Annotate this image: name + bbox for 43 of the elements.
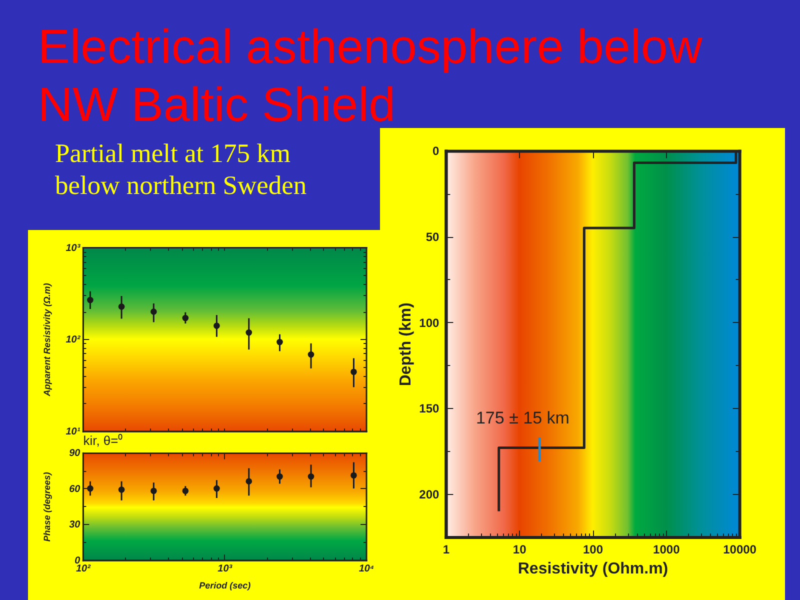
point	[276, 473, 283, 480]
point	[246, 329, 252, 336]
annotation: 175 ± 15 km	[476, 408, 570, 428]
y-tick-label: 50	[426, 230, 440, 244]
point	[182, 314, 189, 322]
x-tick-label: 10	[512, 542, 527, 556]
x-tick-label: 10⁴	[358, 564, 374, 574]
x-tick-label: 100	[582, 542, 604, 556]
y-tick-label: 10³	[66, 242, 81, 254]
point	[246, 478, 252, 484]
point	[150, 488, 157, 494]
y-axis-title: Depth (km)	[398, 302, 414, 386]
y-axis-title: Apparent Resistivity (Ω.m)	[42, 283, 52, 398]
point	[150, 308, 157, 315]
text: kir, θ=⁰	[83, 433, 124, 448]
y-tick-label: 150	[419, 402, 440, 416]
y-tick-label: 30	[69, 520, 81, 531]
point	[182, 488, 189, 494]
y-tick-label: 100	[419, 316, 440, 330]
y-tick-label: 10¹	[66, 426, 81, 438]
point	[87, 296, 94, 304]
y-tick-label: 60	[69, 484, 81, 495]
y-tick-label: 10²	[66, 334, 81, 346]
chart-subtitle: Partial melt at 175 km below northern Sweden	[55, 138, 307, 200]
x-axis-title: Period (sec)	[199, 580, 251, 590]
chart-title: Electrical asthenosphere below NW Baltic Shield	[38, 21, 703, 132]
y-tick-label: 90	[69, 448, 81, 460]
y-axis-title: Phase (degrees)	[42, 472, 52, 542]
point	[87, 485, 94, 492]
x-tick-label: 10000	[723, 542, 757, 556]
point	[214, 485, 220, 492]
point	[118, 486, 125, 493]
x-tick-label: 1	[442, 542, 450, 556]
x-axis-title: Resistivity (Ohm.m)	[518, 560, 668, 578]
point	[214, 322, 220, 329]
point	[308, 351, 314, 358]
y-tick-label: 200	[419, 488, 440, 502]
y-tick-label: 0	[432, 144, 440, 158]
point	[276, 338, 283, 346]
point	[308, 473, 314, 480]
x-tick-label: 10³	[218, 564, 233, 574]
point	[118, 303, 125, 310]
x-tick-label: 1000	[653, 542, 680, 556]
